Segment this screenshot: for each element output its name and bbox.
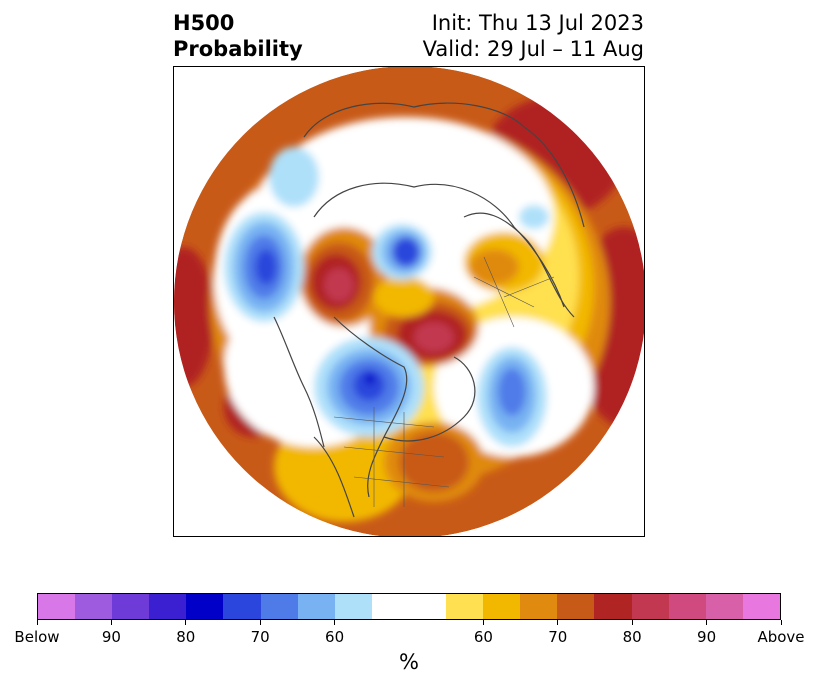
map-panel	[173, 66, 645, 537]
colorbar-tick-mark	[631, 620, 633, 625]
colorbar-tick-label: 90	[101, 628, 121, 646]
colorbar-tick-label: Above	[757, 628, 805, 646]
colorbar-segment	[742, 594, 780, 619]
colorbar-segment	[334, 594, 372, 619]
colorbar-tick-mark	[259, 620, 261, 625]
colorbar-tick-label: 90	[697, 628, 717, 646]
colorbar-segment	[38, 594, 76, 619]
colorbar-segment	[668, 594, 706, 619]
colorbar-segment	[186, 594, 224, 619]
colorbar-tick-label: 60	[473, 628, 493, 646]
map-title: H500 Probability	[173, 10, 303, 62]
colorbar-tick-label: 80	[622, 628, 642, 646]
probability-map	[174, 67, 644, 536]
colorbar-tick-mark	[482, 620, 484, 625]
colorbar-segment	[149, 594, 187, 619]
colorbar-tick-label: 70	[548, 628, 568, 646]
borders	[333, 256, 555, 507]
colorbar-segment	[446, 594, 484, 619]
colorbar-segment	[260, 594, 298, 619]
colorbar-tick-label: 60	[325, 628, 345, 646]
coastlines	[273, 102, 585, 518]
colorbar-tick-mark	[36, 620, 38, 625]
colorbar-segment	[594, 594, 632, 619]
colorbar-tick-mark	[334, 620, 336, 625]
colorbar-tick-mark	[780, 620, 782, 625]
colorbar-segment	[631, 594, 669, 619]
colorbar-segment	[297, 594, 335, 619]
valid-period: Valid: 29 Jul – 11 Aug	[422, 37, 644, 61]
colorbar-segment	[371, 594, 409, 619]
colorbar-segment	[112, 594, 150, 619]
colorbar-tick-label: 70	[250, 628, 270, 646]
colorbar-segment	[520, 594, 558, 619]
colorbar-tick-mark	[185, 620, 187, 625]
colorbar-segment	[408, 594, 447, 619]
colorbar-segment	[483, 594, 521, 619]
colorbar-segment	[705, 594, 743, 619]
title-line-1: H500	[173, 11, 235, 35]
colorbar-segment	[557, 594, 595, 619]
colorbar-unit: %	[399, 650, 419, 674]
colorbar-tick-label: 80	[176, 628, 196, 646]
colorbar-tick-label: Below	[14, 628, 60, 646]
title-line-2: Probability	[173, 37, 303, 61]
forecast-dates: Init: Thu 13 Jul 2023 Valid: 29 Jul – 11…	[423, 10, 644, 62]
colorbar-tick-mark	[557, 620, 559, 625]
colorbar-tick-mark	[706, 620, 708, 625]
colorbar-segment	[75, 594, 113, 619]
colorbar	[37, 593, 781, 620]
init-date: Init: Thu 13 Jul 2023	[431, 11, 644, 35]
colorbar-tick-mark	[110, 620, 112, 625]
colorbar-segment	[223, 594, 261, 619]
